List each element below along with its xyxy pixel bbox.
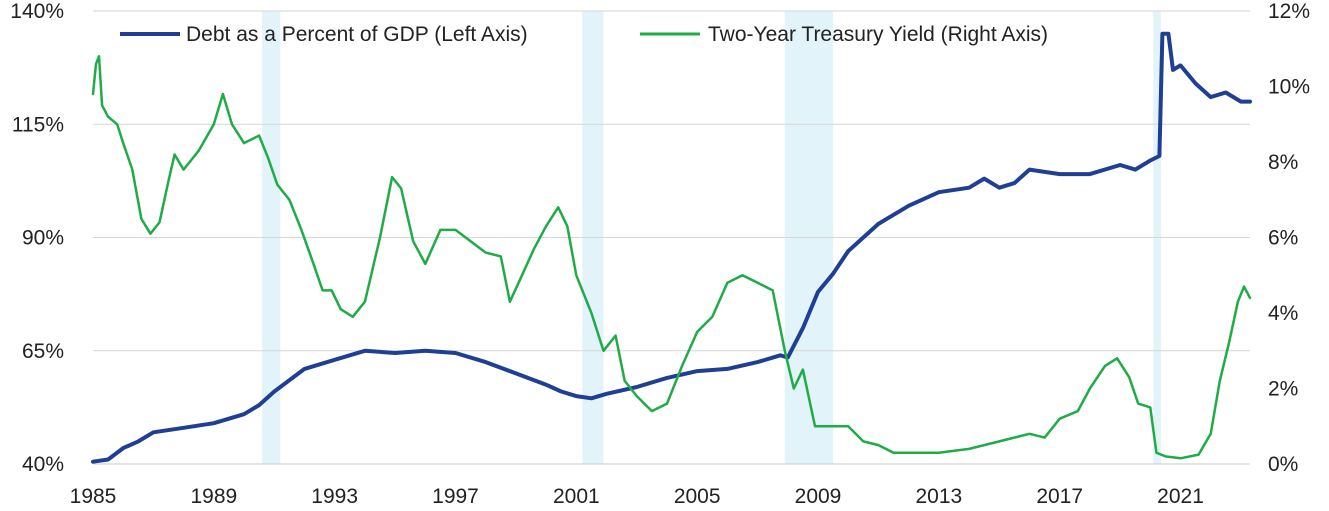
x-tick-label: 2005: [674, 485, 721, 508]
series-line-0: [91, 31, 1252, 464]
right-tick-label: 4%: [1268, 302, 1298, 325]
x-tick-label: 1993: [311, 485, 358, 508]
right-tick-label: 8%: [1268, 151, 1298, 174]
right-tick-label: 0%: [1268, 453, 1298, 476]
series-lines: [91, 31, 1252, 464]
left-tick-label: 65%: [22, 340, 64, 363]
legend-label-debt: Debt as a Percent of GDP (Left Axis): [186, 23, 528, 46]
right-tick-label: 2%: [1268, 378, 1298, 401]
x-tick-label: 1985: [70, 485, 117, 508]
legend-label-yield: Two-Year Treasury Yield (Right Axis): [708, 23, 1048, 46]
left-tick-label: 40%: [22, 453, 64, 476]
gridlines: [93, 10, 1250, 465]
x-tick-label: 2013: [915, 485, 962, 508]
x-tick-label: 2009: [795, 485, 842, 508]
x-axis: 1985 1989 1993 1997 2001 2005 2009 2013 2017 2021: [70, 485, 1204, 508]
legend: Debt as a Percent of GDP (Left Axis) Two…: [120, 23, 1048, 46]
x-tick-label: 2001: [553, 485, 600, 508]
left-axis: 40% 65% 90% 115% 140%: [10, 0, 64, 476]
left-tick-label: 140%: [10, 0, 64, 23]
x-tick-label: 2017: [1036, 485, 1083, 508]
right-tick-label: 12%: [1268, 0, 1310, 23]
left-tick-label: 115%: [12, 113, 64, 136]
left-tick-label: 90%: [22, 227, 64, 250]
right-axis: 0% 2% 4% 6% 8% 10% 12%: [1268, 0, 1310, 476]
x-tick-label: 1997: [432, 485, 479, 508]
series-line-1: [91, 55, 1252, 460]
right-tick-label: 10%: [1268, 76, 1310, 99]
x-tick-label: 1989: [190, 485, 237, 508]
right-tick-label: 6%: [1268, 227, 1298, 250]
x-tick-label: 2021: [1157, 485, 1204, 508]
